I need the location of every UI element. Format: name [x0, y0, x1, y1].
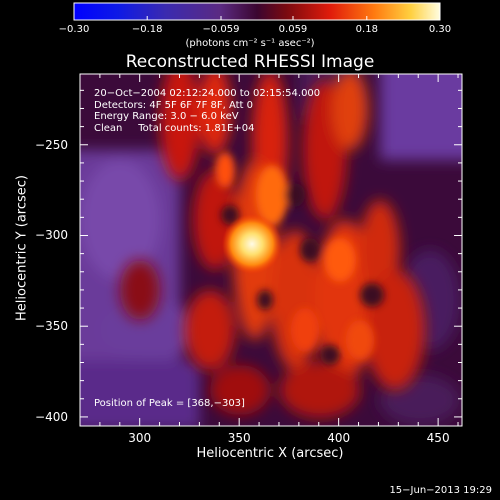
- x-tick-label: 400: [327, 431, 351, 445]
- colorbar: [73, 2, 441, 21]
- colorbar-tick-label: −0.18: [131, 24, 163, 35]
- plot-title: Reconstructed RHESSI Image: [125, 52, 375, 72]
- x-axis-label: Heliocentric X (arcsec): [196, 446, 344, 461]
- colorbar-tick-label: −0.30: [58, 24, 90, 35]
- axis-ticks: [79, 74, 462, 426]
- x-tick-label: 300: [128, 431, 152, 445]
- rhessi-image: [80, 74, 462, 426]
- info-detectors: Detectors: 4F 5F 6F 7F 8F, Att 0: [94, 99, 254, 111]
- plot-frame: [79, 73, 463, 427]
- y-tick-label: −250: [35, 137, 68, 152]
- timestamp-footer: 15−Jun−2013 19:29: [389, 485, 492, 496]
- info-block: 20−Oct−2004 02:12:24.000 to 02:15:54.000…: [94, 88, 320, 134]
- y-tick-label: −350: [35, 319, 68, 334]
- peak-source: [222, 214, 282, 274]
- y-tick-label: −300: [35, 228, 68, 243]
- colorbar-units-label: (photons cm⁻² s⁻¹ asec⁻²): [185, 38, 315, 49]
- info-clean-counts: Clean Total counts: 1.81E+04: [94, 122, 255, 134]
- colorbar-tick-label: 0.30: [428, 24, 452, 35]
- info-energy-range: Energy Range: 3.0 − 6.0 keV: [94, 111, 239, 122]
- y-tick-label: −400: [35, 409, 68, 424]
- info-time-range: 20−Oct−2004 02:12:24.000 to 02:15:54.000: [94, 88, 321, 99]
- colorbar-ticks: [73, 16, 441, 20]
- peak-position-label: Position of Peak = [368,−303]: [94, 398, 245, 409]
- x-tick-label: 450: [426, 431, 450, 445]
- x-tick-label: 350: [227, 431, 251, 445]
- colorbar-tick-label: 0.059: [278, 24, 308, 35]
- y-axis-label: Heliocentric Y (arcsec): [14, 175, 30, 321]
- colorbar-tick-label: 0.18: [355, 24, 378, 35]
- colorbar-tick-label: −0.059: [202, 24, 240, 35]
